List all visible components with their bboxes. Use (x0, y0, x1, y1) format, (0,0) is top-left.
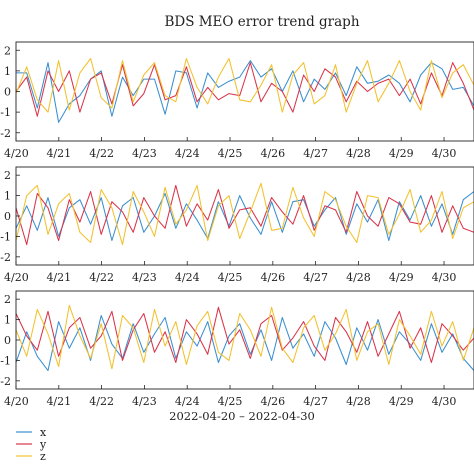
y-tick-label: -2 (0, 127, 11, 140)
x-tick-label: 4/26 (260, 395, 285, 408)
y-tick-label: 2 (4, 169, 11, 182)
series-line-z (15, 182, 474, 246)
y-tick-label: 1 (4, 65, 11, 78)
y-tick-label: -2 (0, 375, 11, 388)
y-tick-label: 2 (4, 293, 11, 306)
x-tick-label: 4/23 (132, 395, 157, 408)
legend: xyz (16, 426, 47, 463)
y-tick-label: -2 (0, 251, 11, 264)
series-line-z (15, 57, 474, 113)
y-tick-label: 0 (4, 334, 11, 347)
x-tick-label: 4/24 (175, 395, 200, 408)
x-tick-label: 4/23 (132, 271, 157, 284)
x-tick-label: 4/28 (346, 271, 371, 284)
x-tick-label: 4/23 (132, 147, 157, 160)
y-tick-label: 1 (4, 314, 11, 327)
panels-layer: 2 1 0 -1 -2 4/20 4/21 4/22 4/23 4/24 4/25 4/26 4/27 4… (0, 41, 474, 408)
chart-title: BDS MEO error trend graph (164, 14, 359, 30)
y-tick-label: 0 (4, 86, 11, 99)
x-tick-label: 4/27 (303, 147, 328, 160)
x-tick-label: 4/26 (260, 147, 285, 160)
legend-label-x: x (40, 426, 47, 439)
x-tick-label: 4/22 (89, 147, 114, 160)
x-axis-label: 2022-04-20 – 2022-04-30 (169, 409, 315, 423)
x-tick-label: 4/27 (303, 271, 328, 284)
x-tick-label: 4/29 (389, 147, 414, 160)
series-line-y (15, 62, 474, 117)
panel-3: 2 1 0 -1 -2 4/20 4/21 4/22 4/23 4/24 4/25 4/26 4/27 4… (0, 290, 474, 408)
series-line-y (15, 184, 474, 246)
x-tick-label: 4/20 (4, 271, 29, 284)
plot-frame (15, 41, 474, 142)
y-tick-label: -1 (0, 354, 11, 367)
y-tick-label: 0 (4, 210, 11, 223)
y-tick-label: -1 (0, 106, 11, 119)
panel-2: 2 1 0 -1 -2 4/20 4/21 4/22 4/23 4/24 4/25 4/26 4/27 4… (0, 166, 474, 284)
x-tick-label: 4/28 (346, 395, 371, 408)
series-line-x (15, 191, 474, 242)
x-tick-label: 4/20 (4, 395, 29, 408)
x-tick-label: 4/25 (218, 395, 243, 408)
plot-frame (15, 166, 474, 266)
y-tick-label: -1 (0, 230, 11, 243)
legend-label-y: y (39, 438, 47, 451)
x-tick-label: 4/28 (346, 147, 371, 160)
x-tick-label: 4/25 (218, 271, 243, 284)
x-tick-label: 4/22 (89, 395, 114, 408)
x-tick-label: 4/30 (432, 147, 457, 160)
x-tick-label: 4/27 (303, 395, 328, 408)
x-tick-label: 4/21 (46, 147, 71, 160)
legend-label-z: z (40, 450, 46, 463)
series-line-z (15, 304, 474, 370)
y-tick-label: 1 (4, 190, 11, 203)
x-tick-label: 4/21 (46, 395, 71, 408)
x-tick-label: 4/24 (175, 147, 200, 160)
x-tick-label: 4/26 (260, 271, 285, 284)
x-tick-label: 4/29 (389, 271, 414, 284)
x-tick-label: 4/21 (46, 271, 71, 284)
panel-1: 2 1 0 -1 -2 4/20 4/21 4/22 4/23 4/24 4/25 4/26 4/27 4… (0, 41, 474, 160)
x-tick-label: 4/24 (175, 271, 200, 284)
y-tick-label: 2 (4, 44, 11, 57)
x-tick-label: 4/20 (4, 147, 29, 160)
x-tick-label: 4/29 (389, 395, 414, 408)
x-tick-label: 4/30 (432, 395, 457, 408)
x-tick-label: 4/22 (89, 271, 114, 284)
series-line-y (15, 306, 474, 364)
series-line-x (16, 60, 474, 123)
x-tick-label: 4/25 (218, 147, 243, 160)
x-tick-label: 4/30 (432, 271, 457, 284)
